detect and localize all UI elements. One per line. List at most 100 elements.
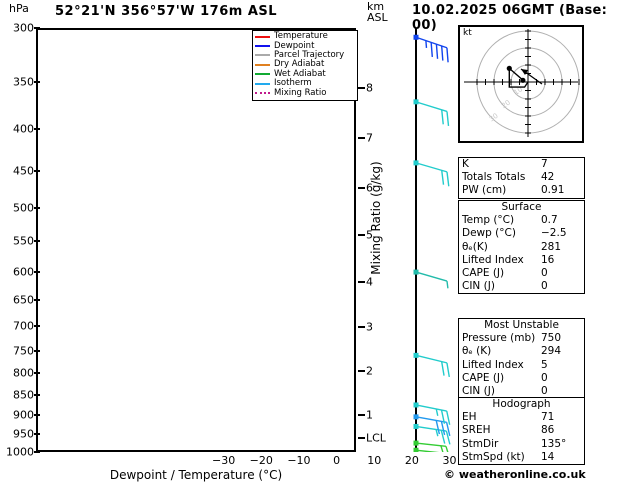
- table-title: Hodograph: [492, 398, 551, 410]
- altitude-tick-mark: [358, 370, 365, 373]
- table-row-value: 42: [541, 171, 555, 184]
- altitude-tick-mark: [358, 280, 365, 283]
- wind-barb: [413, 447, 440, 452]
- table-row-value: 281: [541, 240, 562, 253]
- table-row-key: SREH: [462, 424, 491, 437]
- legend-label: Isotherm: [274, 78, 312, 89]
- temperature-tick-label: 0: [333, 454, 341, 467]
- pressure-tick-mark: [34, 299, 40, 302]
- altitude-tick-mark: [358, 137, 365, 139]
- table-row: CAPE (J) 0: [459, 267, 584, 280]
- table-row-value: 0: [541, 267, 548, 280]
- temperature-tick-label: 30: [442, 454, 457, 467]
- altitude-tick-label: 4: [366, 275, 373, 289]
- table-row-key: Lifted Index: [462, 358, 524, 371]
- legend-color-swatch: [255, 92, 270, 95]
- altitude-tick-label: 3: [366, 320, 373, 334]
- temperature-tick-label: 20: [404, 454, 419, 467]
- table-row: Lifted Index 16: [459, 254, 584, 267]
- table-title: Surface: [501, 201, 542, 213]
- legend-item: Dry Adiabat: [255, 60, 355, 69]
- copyright-notice: © weatheronline.co.uk: [444, 468, 586, 481]
- mixing-ratio-axis-title: Mixing Ratio (g/kg): [369, 161, 383, 275]
- pressure-tick-mark: [34, 451, 40, 453]
- table-row-key: Dewp (°C): [462, 227, 516, 240]
- pressure-tick-mark: [34, 27, 40, 29]
- legend-item: Wet Adiabat: [255, 68, 355, 79]
- wind-barb: [413, 160, 450, 187]
- indices-table: K 7 Totals Totals 42 PW (cm) 0.91: [458, 157, 585, 199]
- page-title: 52°21'N 356°57'W 176m ASL: [55, 4, 278, 19]
- model-run-title: 10.02.2025 06GMT (Base: 00): [412, 3, 608, 33]
- wind-barb: [413, 402, 451, 425]
- altitude-unit-line1: km: [367, 0, 385, 13]
- pressure-tick-mark: [34, 240, 40, 243]
- table-row-value: 294: [541, 345, 562, 358]
- wind-barb: [413, 99, 450, 126]
- table-row-key: Pressure (mb): [462, 332, 536, 345]
- table-row-key: θₑ(K): [462, 240, 488, 253]
- table-row: CAPE (J) 0: [459, 372, 584, 385]
- pressure-tick-mark: [34, 325, 40, 328]
- table-row: Dewp (°C) −2.5: [459, 227, 584, 240]
- table-row-value: 750: [541, 332, 562, 345]
- table-row-value: 16: [541, 253, 555, 266]
- pressure-tick-label: 350: [13, 75, 34, 89]
- altitude-tick-label: 6: [366, 181, 373, 195]
- table-row-key: EH: [462, 411, 477, 424]
- altitude-tick-label: 2: [366, 364, 373, 378]
- altitude-tick-label: 5: [366, 228, 373, 242]
- pressure-tick-label: 800: [13, 366, 34, 380]
- table-row: Totals Totals 42: [459, 171, 584, 184]
- svg-text:10: 10: [512, 85, 524, 97]
- table-row-key: K: [462, 158, 469, 170]
- pressure-tick-mark: [34, 206, 40, 209]
- pressure-tick-label: 500: [13, 201, 34, 215]
- most-unstable-table: Most Unstable Pressure (mb) 750 θₑ (K) 294 Li…: [458, 318, 585, 400]
- table-row-key: θₑ (K): [462, 345, 492, 358]
- table-row-key: StmSpd (kt): [462, 450, 525, 463]
- chart-legend: Temperature Dewpoint Parcel Trajectory Dry …: [252, 30, 358, 101]
- table-row-value: 0.7: [541, 214, 558, 227]
- legend-item: Temperature: [255, 32, 355, 41]
- altitude-tick-label: 7: [366, 131, 373, 145]
- pressure-tick-label: 300: [13, 21, 34, 35]
- wind-barb-column: [413, 28, 451, 452]
- legend-label: Dry Adiabat: [274, 59, 325, 70]
- table-row-key: CAPE (J): [462, 267, 505, 280]
- pressure-tick-label: 750: [13, 344, 34, 358]
- legend-label: Temperature: [274, 31, 328, 42]
- table-row-value: 135°: [541, 437, 567, 450]
- table-row: StmDir 135°: [459, 438, 584, 451]
- pressure-tick-label: 450: [13, 164, 34, 178]
- pressure-tick-label: 850: [13, 388, 34, 402]
- legend-color-swatch: [255, 54, 270, 57]
- table-row: Pressure (mb) 750: [459, 332, 584, 345]
- svg-text:20: 20: [500, 98, 512, 110]
- wind-barb: [413, 352, 450, 378]
- table-row-value: 5: [541, 358, 548, 371]
- pressure-tick-label: 1000: [6, 445, 34, 459]
- pressure-tick-mark: [34, 372, 40, 375]
- legend-item: Isotherm: [255, 79, 355, 88]
- pressure-tick-mark: [34, 81, 40, 84]
- pressure-tick-mark: [34, 169, 40, 172]
- table-row-key: Lifted Index: [462, 253, 524, 266]
- x-axis-title: Dewpoint / Temperature (°C): [109, 468, 283, 482]
- altitude-tick-mark: [358, 325, 365, 328]
- legend-item: Dewpoint: [255, 41, 355, 50]
- pressure-tick-mark: [34, 349, 40, 352]
- table-row: CIN (J) 0: [459, 280, 584, 293]
- table-row-value: 0.91: [541, 184, 565, 197]
- table-row-key: Temp (°C): [462, 214, 515, 227]
- table-row: StmSpd (kt) 14: [459, 451, 584, 464]
- table-row-key: Totals Totals: [462, 171, 526, 184]
- pressure-tick-mark: [34, 128, 40, 131]
- table-row: Lifted Index 5: [459, 359, 584, 372]
- altitude-tick-mark: [358, 87, 365, 90]
- legend-label: Wet Adiabat: [274, 68, 326, 79]
- table-row-key: PW (cm): [462, 184, 507, 197]
- altitude-tick-mark: [358, 186, 365, 189]
- pressure-tick-label: 700: [13, 319, 34, 333]
- legend-color-swatch: [255, 63, 270, 66]
